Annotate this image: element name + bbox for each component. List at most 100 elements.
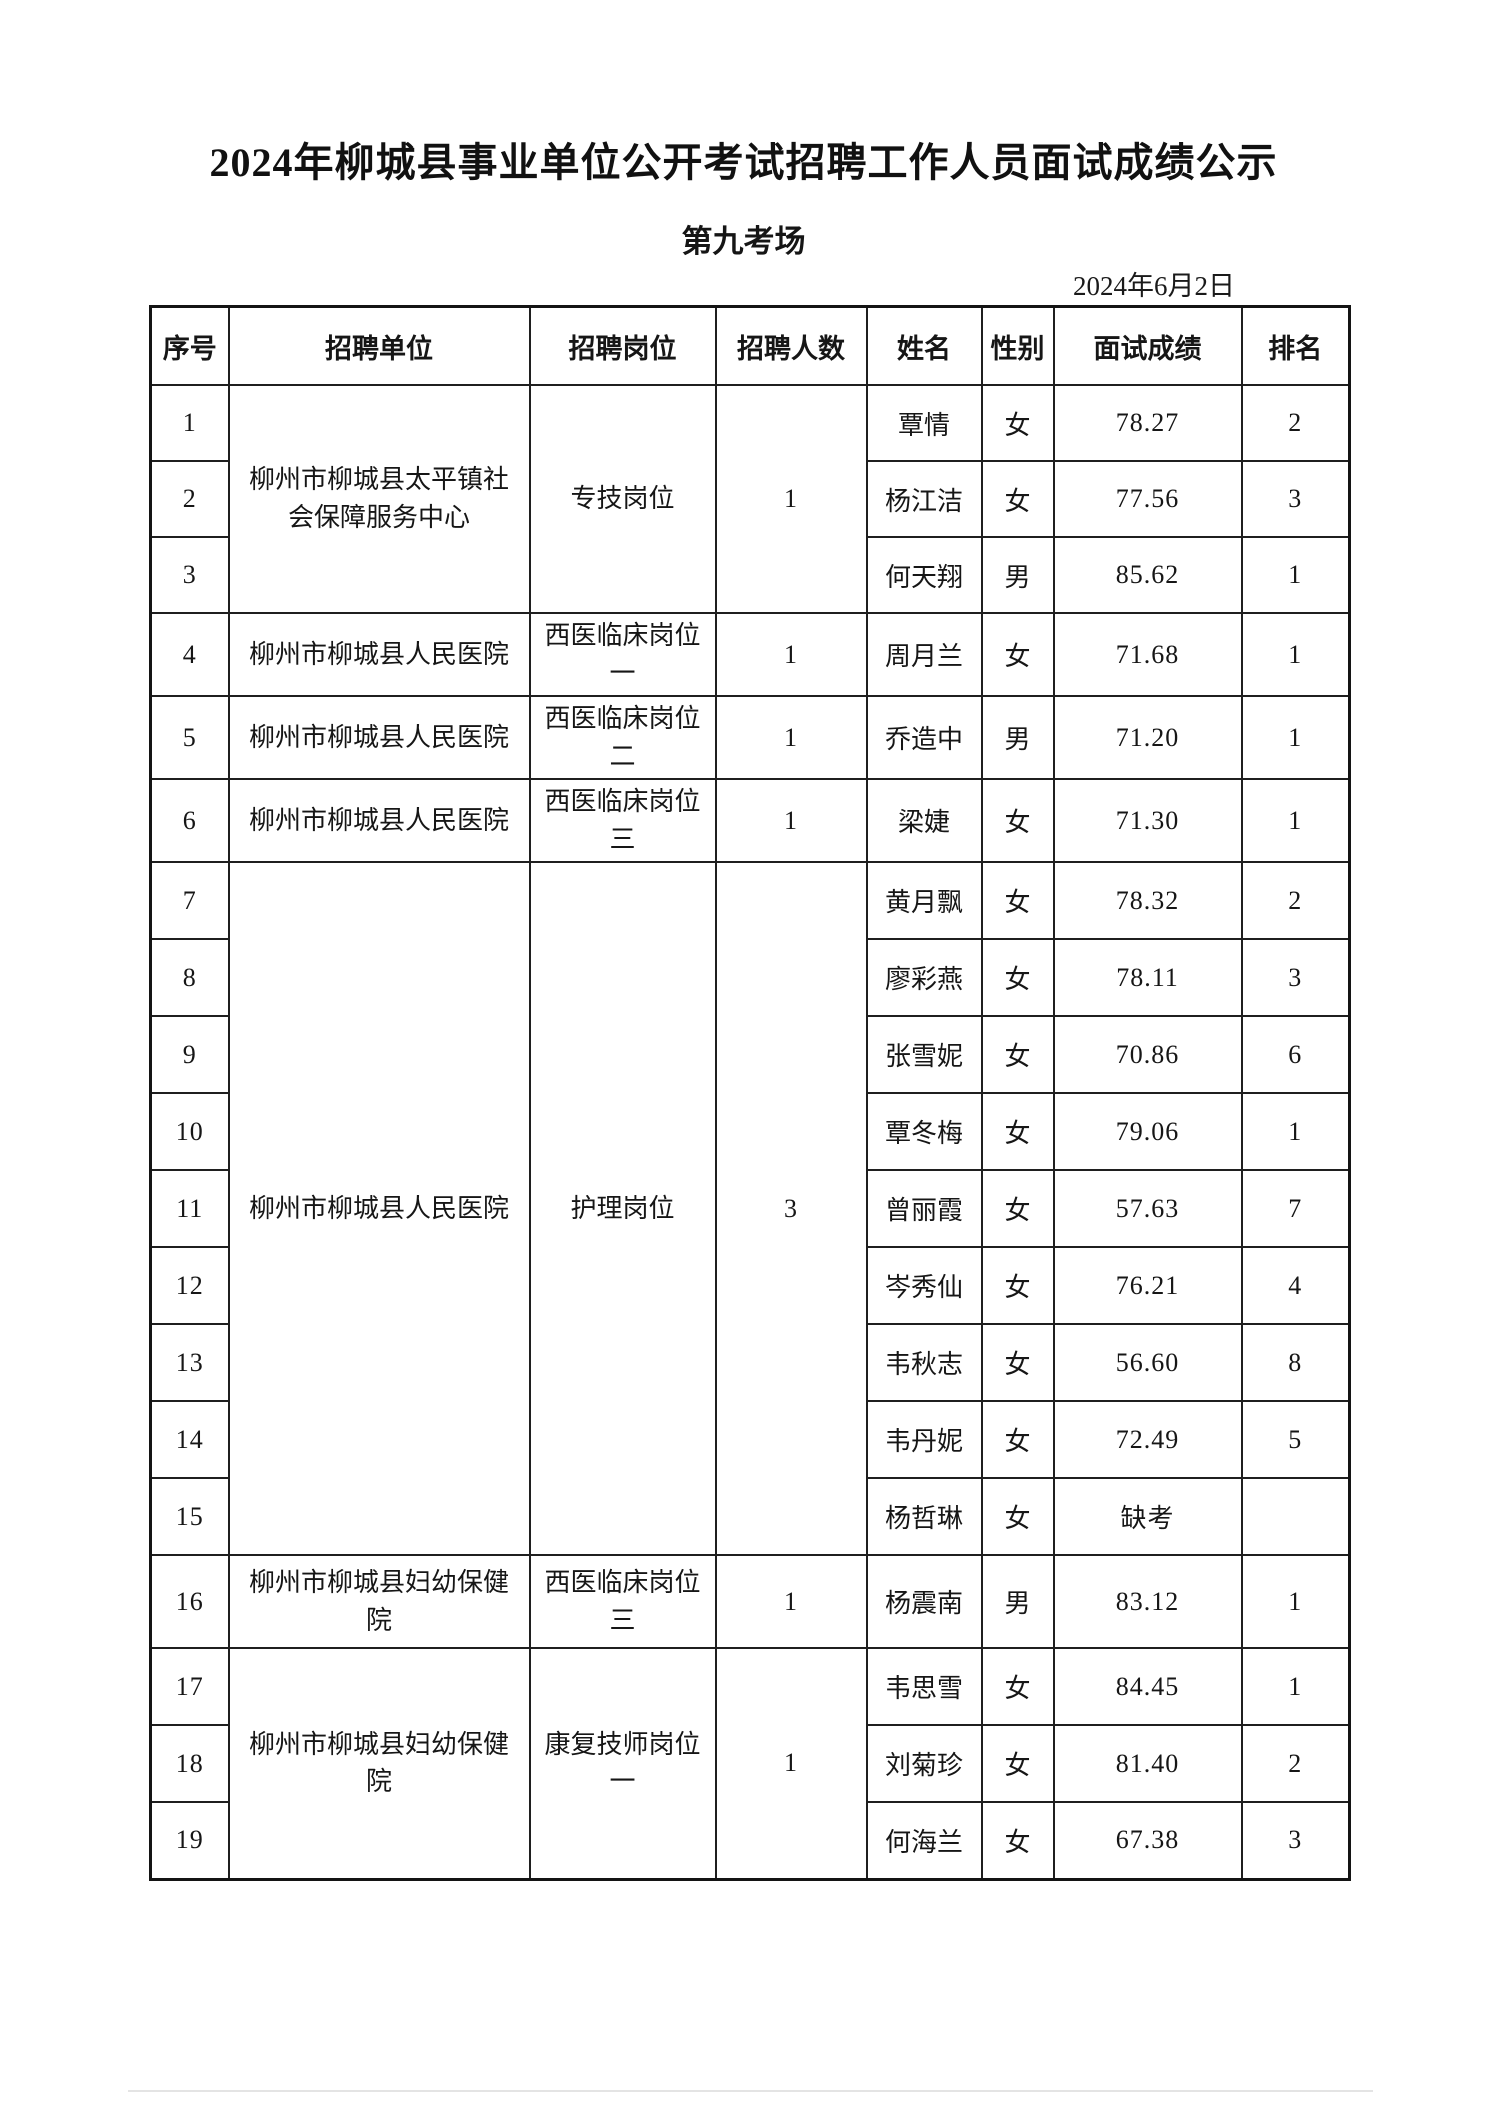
cell-gender: 女 (980, 938, 1055, 1017)
cell-no: 9 (149, 1015, 230, 1094)
cell-rank: 1 (1240, 536, 1351, 614)
cell-count: 3 (714, 861, 868, 1556)
cell-name: 曾丽霞 (865, 1169, 983, 1248)
header-col-unit: 招聘单位 (227, 305, 531, 386)
cell-gender: 女 (980, 1477, 1055, 1556)
cell-name: 覃冬梅 (865, 1092, 983, 1171)
cell-no: 2 (149, 460, 230, 538)
cell-post: 西医临床岗位三 (528, 778, 717, 863)
cell-rank (1240, 1477, 1351, 1556)
cell-post: 专技岗位 (528, 384, 717, 614)
cell-unit: 柳州市柳城县妇幼保健院 (227, 1554, 531, 1649)
cell-score: 76.21 (1052, 1246, 1243, 1325)
header-col-rank: 排名 (1240, 305, 1351, 386)
cell-no: 4 (149, 612, 230, 697)
cell-gender: 女 (980, 1647, 1055, 1726)
cell-rank: 4 (1240, 1246, 1351, 1325)
cell-gender: 女 (980, 1246, 1055, 1325)
cell-gender: 女 (980, 861, 1055, 940)
cell-count: 1 (714, 1554, 868, 1649)
cell-count: 1 (714, 612, 868, 697)
table-row: 18 刘菊珍女 81.40 2 (149, 1724, 1351, 1803)
table-head: 序号 招聘单位 招聘岗位 招聘人数 姓名 性别 面试成绩 排名 (149, 305, 1351, 386)
table-row: 13 韦秋志女 56.60 8 (149, 1323, 1351, 1402)
cell-gender: 女 (980, 1169, 1055, 1248)
header-col-gender: 性别 (980, 305, 1055, 386)
cell-name: 何海兰 (865, 1801, 983, 1880)
table-row: 9 张雪妮女 70.86 6 (149, 1015, 1351, 1094)
cell-score: 71.20 (1052, 695, 1243, 780)
cell-name: 韦思雪 (865, 1647, 983, 1726)
exam-room-subtitle: 第九考场 (681, 224, 806, 259)
cell-no: 19 (149, 1801, 230, 1880)
cell-no: 18 (149, 1724, 230, 1803)
cell-unit: 柳州市柳城县太平镇社会保障服务中心 (227, 384, 531, 614)
cell-no: 10 (149, 1092, 230, 1171)
cell-no: 7 (149, 861, 230, 940)
cell-rank: 3 (1240, 1801, 1351, 1880)
cell-name: 杨哲琳 (865, 1477, 983, 1556)
cell-name: 杨江洁 (865, 460, 983, 538)
cell-rank: 2 (1240, 861, 1351, 940)
cell-gender: 女 (980, 1092, 1055, 1171)
cell-rank: 1 (1240, 1092, 1351, 1171)
cell-score: 79.06 (1052, 1092, 1243, 1171)
table-row: 19 何海兰女 67.38 3 (149, 1801, 1351, 1880)
cell-unit: 柳州市柳城县人民医院 (227, 695, 531, 780)
cell-unit: 柳州市柳城县人民医院 (227, 778, 531, 863)
cell-score: 57.63 (1052, 1169, 1243, 1248)
table-row: 1 柳州市柳城县太平镇社会保障服务中心 专技岗位 1 覃情女 78.27 2 (149, 384, 1351, 614)
table-row: 4 柳州市柳城县人民医院 西医临床岗位一 1 周月兰女 71.68 1 (149, 612, 1351, 697)
cell-score: 84.45 (1052, 1647, 1243, 1726)
cell-no: 1 (149, 384, 230, 462)
cell-rank: 2 (1240, 1724, 1351, 1803)
cell-no: 3 (149, 536, 230, 614)
cell-rank: 2 (1240, 384, 1351, 462)
cell-unit: 柳州市柳城县妇幼保健院 (227, 1647, 531, 1880)
table-header-row: 序号 招聘单位 招聘岗位 招聘人数 姓名 性别 面试成绩 排名 (149, 305, 1351, 386)
cell-gender: 女 (980, 384, 1055, 462)
cell-score: 78.11 (1052, 938, 1243, 1017)
header-col-score: 面试成绩 (1052, 305, 1243, 386)
cell-name: 黄月飘 (865, 861, 983, 940)
table-row: 2 杨江洁女 77.56 3 (149, 460, 1351, 538)
cell-no: 17 (149, 1647, 230, 1726)
cell-score: 70.86 (1052, 1015, 1243, 1094)
cell-no: 16 (149, 1554, 230, 1649)
table-row: 16 柳州市柳城县妇幼保健院 西医临床岗位三 1 杨震南男 83.12 1 (149, 1554, 1351, 1649)
cell-post: 西医临床岗位三 (528, 1554, 717, 1649)
header-col-post: 招聘岗位 (528, 305, 717, 386)
cell-unit: 柳州市柳城县人民医院 (227, 612, 531, 697)
scan-artifact-line (128, 2090, 1373, 2092)
cell-no: 8 (149, 938, 230, 1017)
cell-score: 56.60 (1052, 1323, 1243, 1402)
cell-name: 刘菊珍 (865, 1724, 983, 1803)
cell-gender: 女 (980, 460, 1055, 538)
cell-no: 12 (149, 1246, 230, 1325)
cell-score: 缺考 (1052, 1477, 1243, 1556)
cell-gender: 女 (980, 1724, 1055, 1803)
table-row: 3 何天翔男 85.62 1 (149, 536, 1351, 614)
cell-score: 85.62 (1052, 536, 1243, 614)
cell-rank: 1 (1240, 612, 1351, 697)
header-col-name: 姓名 (865, 305, 983, 386)
cell-score: 77.56 (1052, 460, 1243, 538)
table-body: 1 柳州市柳城县太平镇社会保障服务中心 专技岗位 1 覃情女 78.27 2 2 杨江洁女 77.… (149, 384, 1351, 1880)
cell-name: 乔造中 (865, 695, 983, 780)
cell-count: 1 (714, 1647, 868, 1880)
cell-rank: 3 (1240, 460, 1351, 538)
cell-name: 覃情 (865, 384, 983, 462)
table-row: 7 柳州市柳城县人民医院 护理岗位 3 黄月飘女 78.32 2 (149, 861, 1351, 1556)
cell-name: 周月兰 (865, 612, 983, 697)
cell-name: 韦丹妮 (865, 1400, 983, 1479)
cell-score: 67.38 (1052, 1801, 1243, 1880)
cell-rank: 3 (1240, 938, 1351, 1017)
cell-no: 6 (149, 778, 230, 863)
cell-no: 13 (149, 1323, 230, 1402)
cell-score: 83.12 (1052, 1554, 1243, 1649)
table-row: 12 岑秀仙女 76.21 4 (149, 1246, 1351, 1325)
cell-gender: 男 (980, 695, 1055, 780)
cell-name: 张雪妮 (865, 1015, 983, 1094)
cell-rank: 8 (1240, 1323, 1351, 1402)
cell-rank: 7 (1240, 1169, 1351, 1248)
